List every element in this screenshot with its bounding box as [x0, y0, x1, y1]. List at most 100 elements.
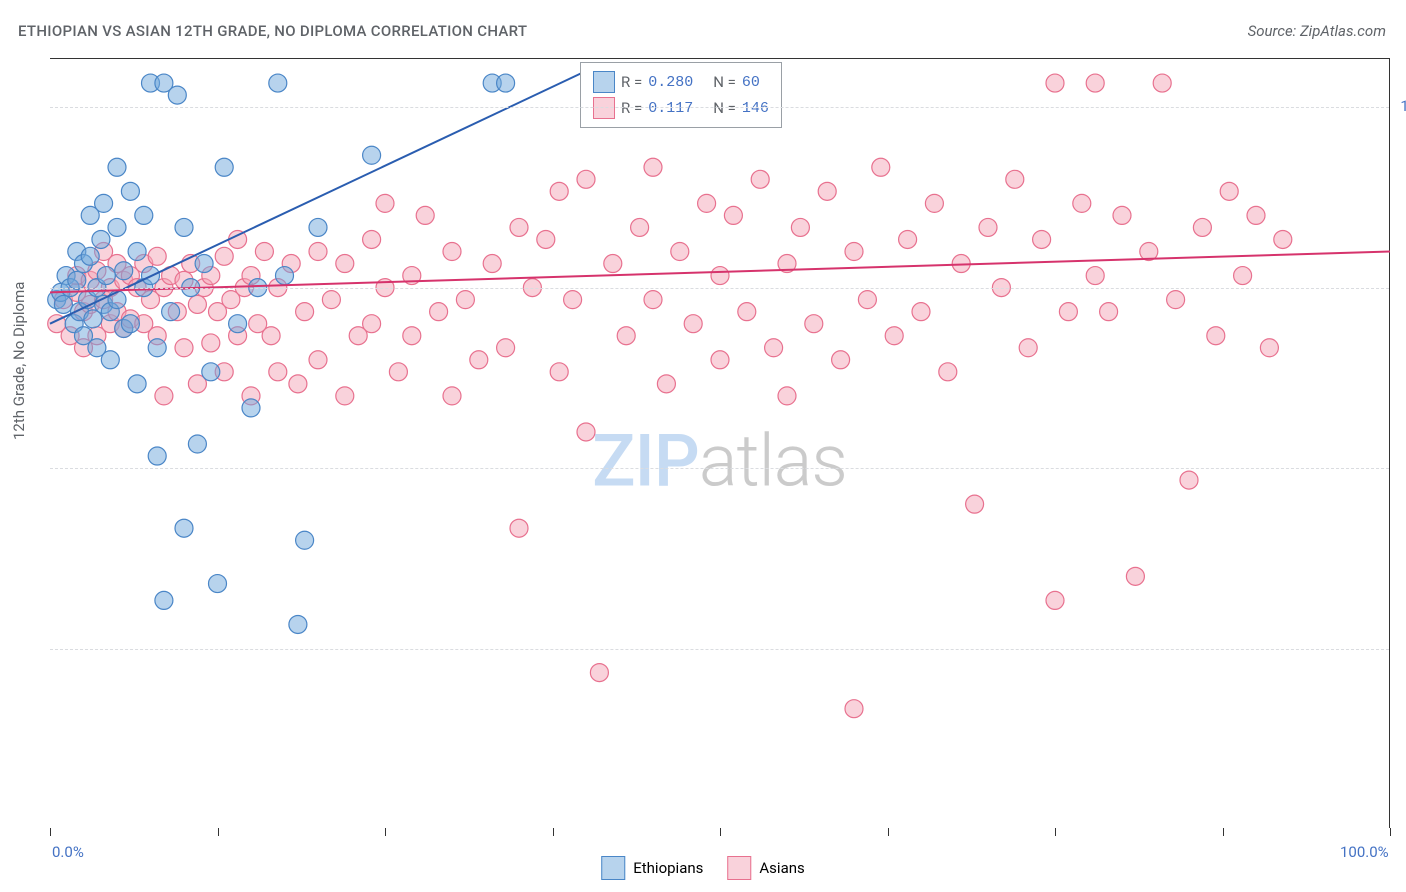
scatter-point [577, 170, 595, 188]
scatter-point [497, 339, 515, 357]
scatter-point [443, 243, 461, 261]
scatter-point [1274, 230, 1292, 248]
scatter-point [309, 218, 327, 236]
scatter-point [336, 387, 354, 405]
gridline [50, 288, 1389, 289]
scatter-point [550, 363, 568, 381]
scatter-point [925, 194, 943, 212]
scatter-point [269, 74, 287, 92]
scatter-point [1006, 170, 1024, 188]
scatter-point [403, 327, 421, 345]
scatter-point [363, 315, 381, 333]
scatter-point [296, 531, 314, 549]
bottom-swatch-asians [727, 856, 751, 880]
scatter-point [81, 247, 99, 265]
scatter-point [1153, 74, 1171, 92]
scatter-point [296, 303, 314, 321]
scatter-point [791, 218, 809, 236]
scatter-point [376, 194, 394, 212]
scatter-point [537, 230, 555, 248]
scatter-point [1113, 206, 1131, 224]
x-tick [218, 828, 219, 836]
gridline [50, 649, 1389, 650]
scatter-point [336, 255, 354, 273]
scatter-point [497, 74, 515, 92]
scatter-point [1180, 471, 1198, 489]
scatter-point [269, 363, 287, 381]
scatter-point [1260, 339, 1278, 357]
scatter-point [1234, 267, 1252, 285]
scatter-point [979, 218, 997, 236]
scatter-point [101, 351, 119, 369]
legend-row-ethiopians: R = 0.280 N = 60 [593, 69, 769, 95]
scatter-point [1046, 74, 1064, 92]
scatter-point [95, 194, 113, 212]
scatter-point [1086, 74, 1104, 92]
bottom-legend-label-asians: Asians [759, 859, 804, 877]
bottom-legend-asians: Asians [727, 856, 804, 880]
scatter-point [309, 243, 327, 261]
scatter-plot-svg [50, 59, 1389, 828]
scatter-point [54, 295, 72, 313]
scatter-point [1033, 230, 1051, 248]
scatter-point [389, 363, 407, 381]
scatter-point [483, 255, 501, 273]
scatter-point [456, 291, 474, 309]
scatter-point [939, 363, 957, 381]
scatter-point [322, 291, 340, 309]
scatter-point [155, 591, 173, 609]
scatter-point [510, 519, 528, 537]
scatter-point [1100, 303, 1118, 321]
scatter-point [195, 255, 213, 273]
n-value-ethiopians: 60 [742, 74, 760, 91]
scatter-point [242, 399, 260, 417]
x-tick [1223, 828, 1224, 836]
scatter-point [698, 194, 716, 212]
scatter-point [564, 291, 582, 309]
source-label: Source: ZipAtlas.com [1248, 22, 1386, 40]
scatter-point [845, 243, 863, 261]
scatter-point [858, 291, 876, 309]
scatter-point [175, 339, 193, 357]
scatter-point [966, 495, 984, 513]
x-tick [888, 828, 889, 836]
scatter-point [148, 247, 166, 265]
scatter-point [724, 206, 742, 224]
scatter-point [430, 303, 448, 321]
scatter-point [202, 334, 220, 352]
scatter-point [885, 327, 903, 345]
scatter-point [416, 206, 434, 224]
plot-area: ZIPatlas R = 0.280 N = 60 R = 0.117 N = … [50, 58, 1390, 828]
scatter-point [1193, 218, 1211, 236]
scatter-point [765, 339, 783, 357]
scatter-point [845, 700, 863, 718]
scatter-point [711, 267, 729, 285]
x-tick [720, 828, 721, 836]
bottom-legend-label-ethiopians: Ethiopians [633, 859, 703, 877]
gridline [50, 468, 1389, 469]
bottom-legend: Ethiopians Asians [601, 856, 805, 880]
scatter-point [1086, 267, 1104, 285]
scatter-point [805, 315, 823, 333]
scatter-point [309, 351, 327, 369]
gridline [50, 107, 1389, 108]
scatter-point [751, 170, 769, 188]
scatter-point [872, 158, 890, 176]
scatter-point [128, 375, 146, 393]
scatter-point [289, 615, 307, 633]
x-tick [50, 828, 51, 836]
y-tick-label: 100.0% [1400, 97, 1406, 115]
scatter-point [148, 339, 166, 357]
scatter-point [121, 182, 139, 200]
chart-title: ETHIOPIAN VS ASIAN 12TH GRADE, NO DIPLOM… [18, 22, 527, 40]
scatter-point [115, 262, 133, 280]
r-label: R = [621, 73, 642, 91]
legend-swatch-ethiopians [593, 71, 615, 93]
chart-container: ETHIOPIAN VS ASIAN 12TH GRADE, NO DIPLOM… [0, 0, 1406, 892]
scatter-point [188, 295, 206, 313]
scatter-point [188, 435, 206, 453]
scatter-point [1167, 291, 1185, 309]
scatter-point [671, 243, 689, 261]
x-tick [385, 828, 386, 836]
y-axis-label: 12th Grade, No Diploma [10, 282, 28, 440]
